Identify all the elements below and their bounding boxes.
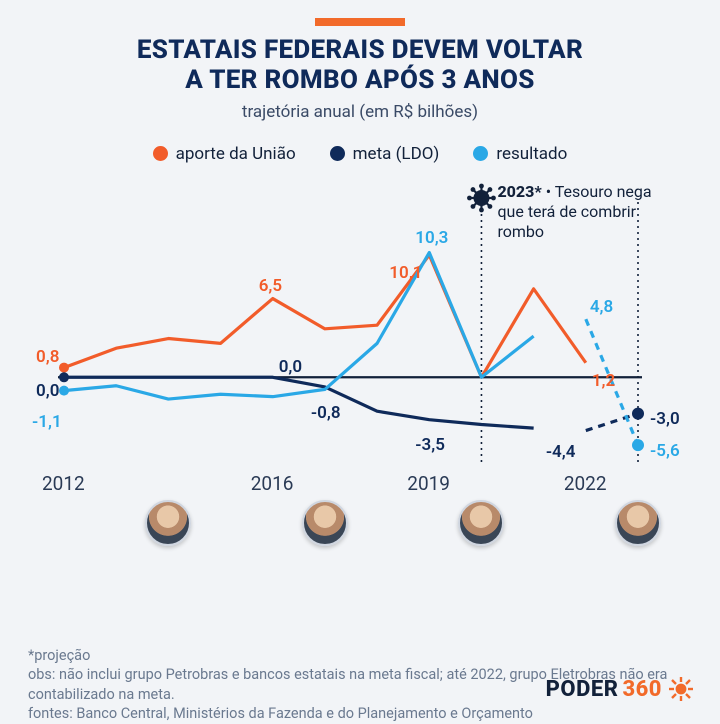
legend-swatch (153, 146, 168, 161)
president-avatar (615, 500, 661, 546)
president-avatar (145, 500, 191, 546)
data-label: -3,0 (650, 409, 680, 429)
title-line-1: ESTATAIS FEDERAIS DEVEM VOLTAR (137, 35, 583, 65)
data-label: 10,1 (389, 263, 422, 283)
legend: aporte da União meta (LDO) resultado (28, 144, 692, 164)
footnote-projection: *projeção (28, 646, 692, 666)
footnote-sources: fontes: Banco Central, Ministérios da Fa… (28, 704, 692, 724)
legend-item: aporte da União (153, 144, 296, 164)
data-label: 0,8 (36, 347, 59, 367)
legend-label: meta (LDO) (353, 144, 440, 164)
legend-item: resultado (473, 144, 567, 164)
brand-logo: PODER360 (546, 676, 694, 702)
x-tick-label: 2022 (564, 472, 607, 495)
title-line-2: A TER ROMBO APÓS 3 ANOS (185, 65, 534, 95)
data-label: 0,0 (36, 381, 59, 401)
brand-part-1: PODER (546, 677, 619, 702)
legend-item: meta (LDO) (330, 144, 440, 164)
accent-bar (315, 18, 405, 26)
data-label: -0,8 (311, 403, 341, 423)
data-label: -4,4 (546, 442, 576, 462)
data-label: -5,6 (650, 441, 680, 461)
data-label: 0,0 (279, 357, 302, 377)
data-label: -1,1 (32, 412, 62, 432)
president-avatar (302, 500, 348, 546)
x-tick-label: 2016 (251, 472, 294, 495)
legend-label: aporte da União (176, 144, 296, 164)
data-label: 1,2 (592, 371, 615, 391)
line-chart: 2023* • Tesouro nega que terá de combrir… (28, 176, 692, 546)
annotation-2023: 2023* • Tesouro nega que terá de combrir… (497, 182, 681, 242)
sun-icon (668, 676, 694, 702)
data-label: 10,3 (415, 228, 448, 248)
data-label: -3,5 (415, 435, 445, 455)
x-tick-label: 2012 (42, 472, 85, 495)
x-tick-label: 2019 (407, 472, 450, 495)
subtitle: trajetória anual (em R$ bilhões) (28, 102, 692, 122)
data-label: 6,5 (259, 276, 282, 296)
brand-part-2: 360 (622, 677, 662, 702)
legend-swatch (473, 146, 488, 161)
legend-label: resultado (496, 144, 567, 164)
legend-swatch (330, 146, 345, 161)
data-label: 4,8 (590, 297, 613, 317)
president-avatar (458, 500, 504, 546)
page-title: ESTATAIS FEDERAIS DEVEM VOLTAR A TER ROM… (28, 36, 692, 96)
